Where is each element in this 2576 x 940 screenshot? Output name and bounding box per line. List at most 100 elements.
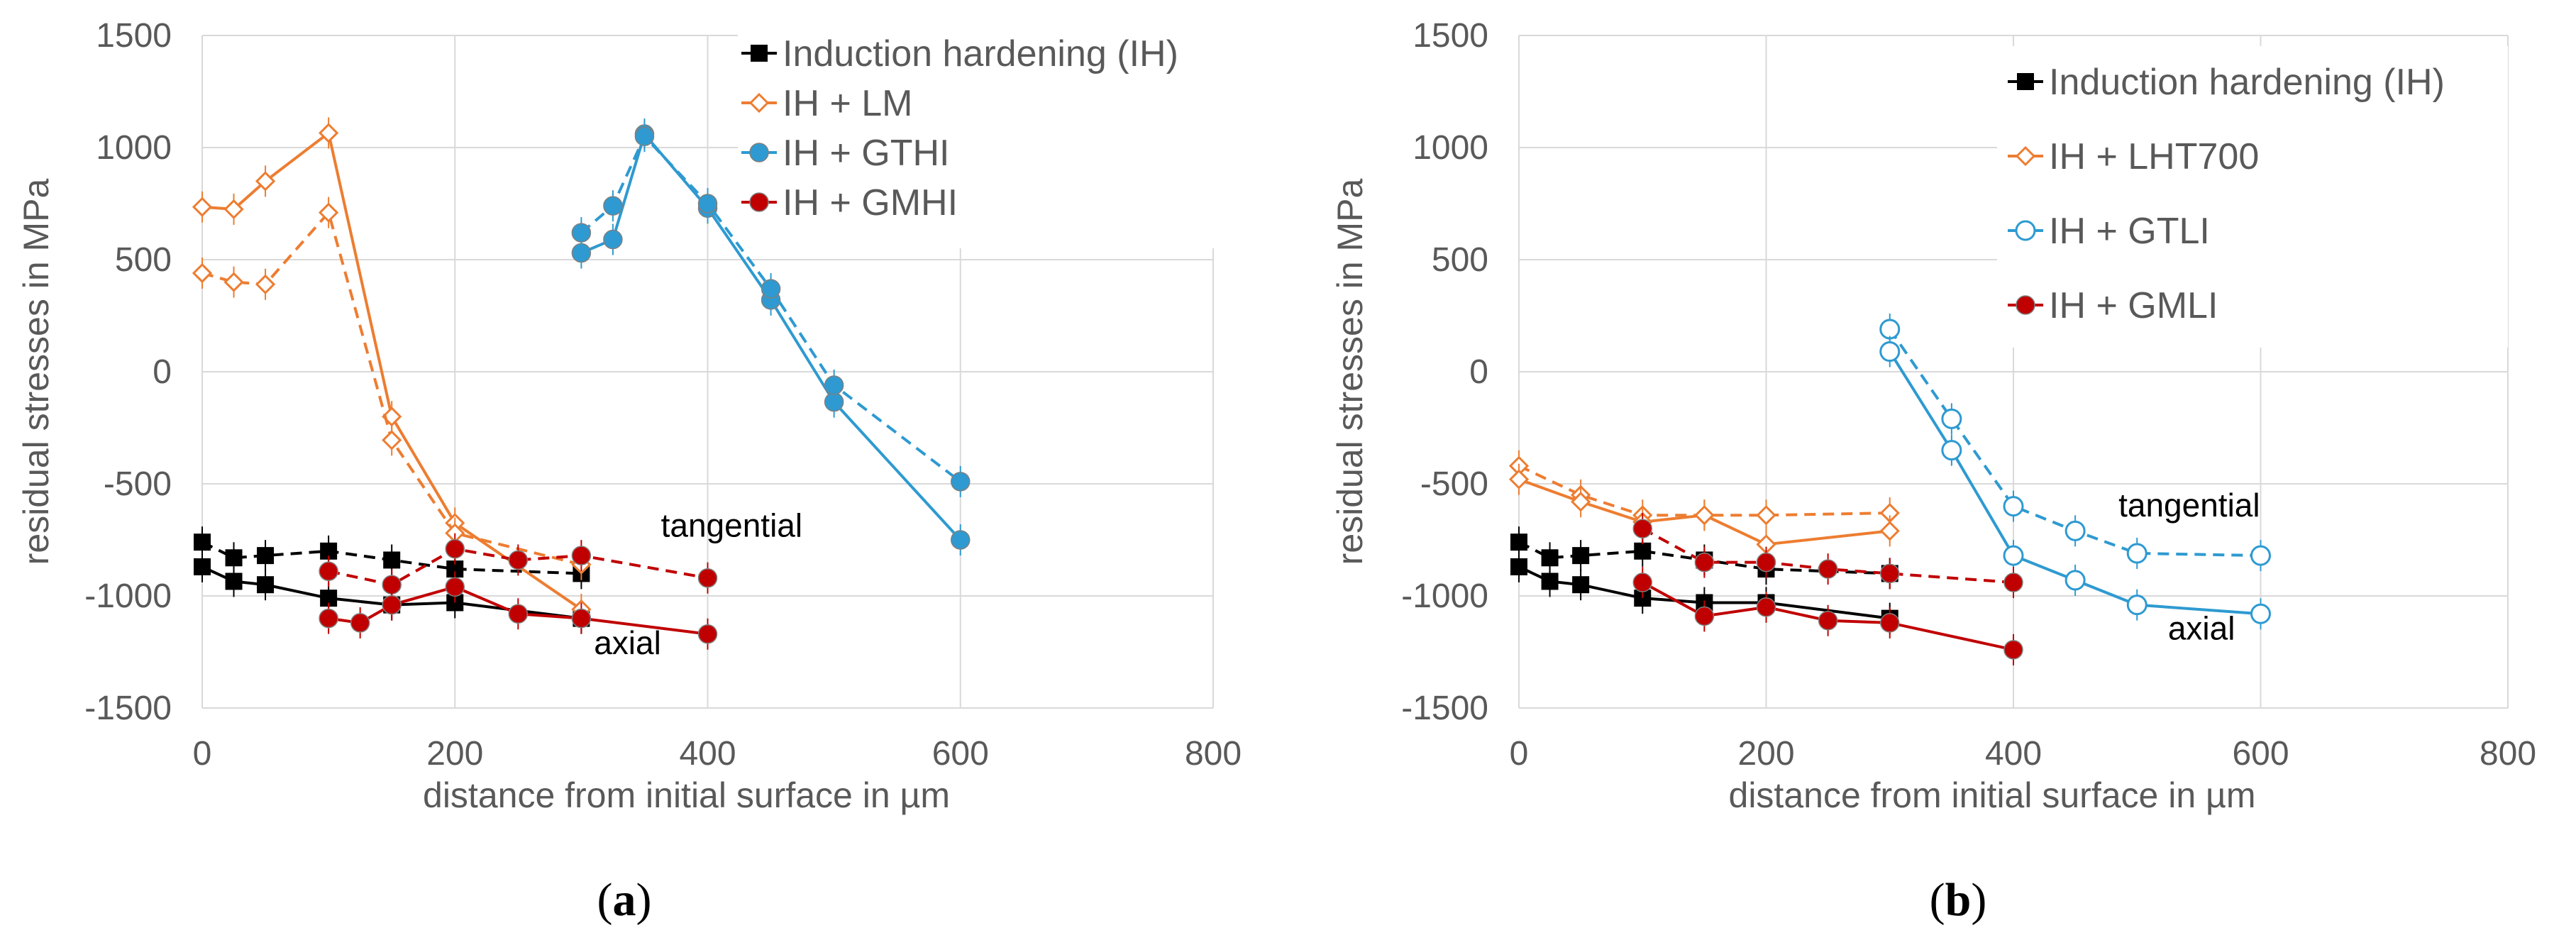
legend-label: IH + GTLI — [2049, 211, 2210, 252]
x-tick-label: 200 — [426, 735, 483, 773]
data-point — [1571, 492, 1591, 512]
data-point — [1510, 533, 1527, 551]
data-point — [1818, 611, 1838, 631]
data-point — [225, 573, 243, 590]
data-point — [2126, 595, 2147, 616]
data-point — [257, 576, 275, 594]
data-point — [194, 533, 211, 551]
data-point — [445, 577, 465, 597]
annotation-axial: axial — [594, 624, 661, 661]
data-point — [1879, 521, 1900, 541]
data-point — [697, 194, 718, 214]
series-ih-gtli-tangential — [1879, 313, 2271, 572]
data-point — [697, 568, 718, 588]
x-tick-label: 400 — [1985, 735, 2042, 773]
data-point — [1879, 341, 1901, 363]
x-tick-label: 0 — [1510, 735, 1529, 773]
data-point — [2003, 496, 2024, 517]
x-axis-label: distance from initial surface in µm — [1729, 775, 2256, 815]
x-tick-label: 800 — [1185, 735, 1242, 773]
y-axis-label: residual stresses in MPa — [1330, 178, 1370, 565]
legend-background — [1997, 46, 2508, 348]
legend-label: IH + GTHI — [783, 133, 949, 174]
data-point — [2003, 640, 2023, 660]
x-tick-label: 400 — [679, 735, 736, 773]
series-ih-lm-tangential — [192, 197, 592, 580]
legend-item: IH + GTHI — [741, 133, 949, 174]
data-point — [1510, 558, 1527, 575]
x-tick-label: 0 — [193, 735, 212, 773]
legend-item: IH + GMLI — [2008, 285, 2218, 326]
x-axis-label: distance from initial surface in µm — [423, 775, 950, 815]
data-point — [2015, 220, 2036, 241]
legend-item: IH + GMHI — [741, 182, 958, 223]
data-point — [2126, 543, 2147, 564]
data-point — [824, 375, 844, 395]
data-point — [761, 279, 781, 299]
series-line — [1642, 527, 2014, 585]
x-tick-label: 200 — [1737, 735, 1794, 773]
series-line — [1889, 328, 2261, 558]
legend-item: IH + LM — [741, 83, 913, 124]
data-point — [634, 126, 655, 146]
data-point — [192, 197, 213, 217]
data-point — [1941, 408, 1962, 429]
y-tick-label: 1000 — [1413, 129, 1488, 167]
annotation-tangential: tangential — [661, 507, 803, 543]
data-point — [697, 624, 718, 644]
legend-label: IH + LM — [783, 83, 913, 124]
legend-label: IH + LHT700 — [2049, 136, 2259, 177]
data-point — [508, 550, 529, 570]
y-tick-label: -1000 — [84, 577, 172, 615]
data-point — [2003, 573, 2023, 592]
legend-background — [738, 21, 1234, 248]
data-point — [603, 229, 623, 250]
data-point — [319, 561, 338, 581]
series-line — [1889, 350, 2261, 616]
data-point — [1632, 519, 1652, 538]
data-point — [192, 262, 213, 284]
data-point — [1941, 440, 1962, 461]
data-point — [2250, 545, 2271, 566]
data-point — [1756, 505, 1776, 526]
data-point — [508, 604, 529, 624]
x-tick-label: 600 — [932, 735, 989, 773]
data-point — [255, 171, 276, 192]
series-ih-gmli-tangential — [1632, 513, 2023, 599]
series-line — [1518, 464, 1890, 517]
data-point — [1541, 549, 1559, 567]
series-ih-gthi-tangential — [571, 121, 971, 497]
data-point — [382, 595, 402, 615]
data-point — [2250, 603, 2271, 624]
panel-label: (b) — [1930, 874, 1987, 926]
data-point — [257, 547, 275, 565]
data-point — [1632, 573, 1652, 592]
data-point — [571, 546, 592, 565]
chart-panel-a: -1500 -1000 -500 0 500 1000 1500 0 200 400 600 800 d… — [16, 17, 1242, 926]
series-line — [1642, 581, 2014, 651]
data-point — [223, 199, 244, 220]
series-line — [1518, 477, 1890, 546]
data-point — [1694, 606, 1715, 626]
data-point — [319, 123, 339, 143]
data-point — [749, 143, 769, 162]
data-point — [1508, 469, 1530, 490]
series-line — [201, 209, 582, 566]
y-axis-label: residual stresses in MPa — [16, 178, 56, 565]
series-induction-hardening-ih--tangential — [194, 526, 590, 590]
data-point — [2003, 545, 2024, 566]
y-tick-label: -500 — [1420, 465, 1488, 503]
y-tick-label: 0 — [1469, 353, 1488, 391]
y-tick-label: -1000 — [1401, 577, 1488, 615]
series-ih-gmhi-tangential — [319, 533, 718, 601]
legend-item: IH + LHT700 — [2008, 136, 2259, 177]
data-point — [319, 202, 339, 223]
series-line — [328, 547, 708, 587]
legend-item: Induction hardening (IH) — [741, 33, 1178, 74]
data-point — [951, 472, 971, 492]
x-tick-label: 800 — [2480, 735, 2536, 773]
series-ih-gmhi-axial — [319, 571, 718, 650]
data-point — [383, 551, 401, 569]
data-point — [1572, 576, 1590, 594]
data-point — [1880, 613, 1900, 633]
